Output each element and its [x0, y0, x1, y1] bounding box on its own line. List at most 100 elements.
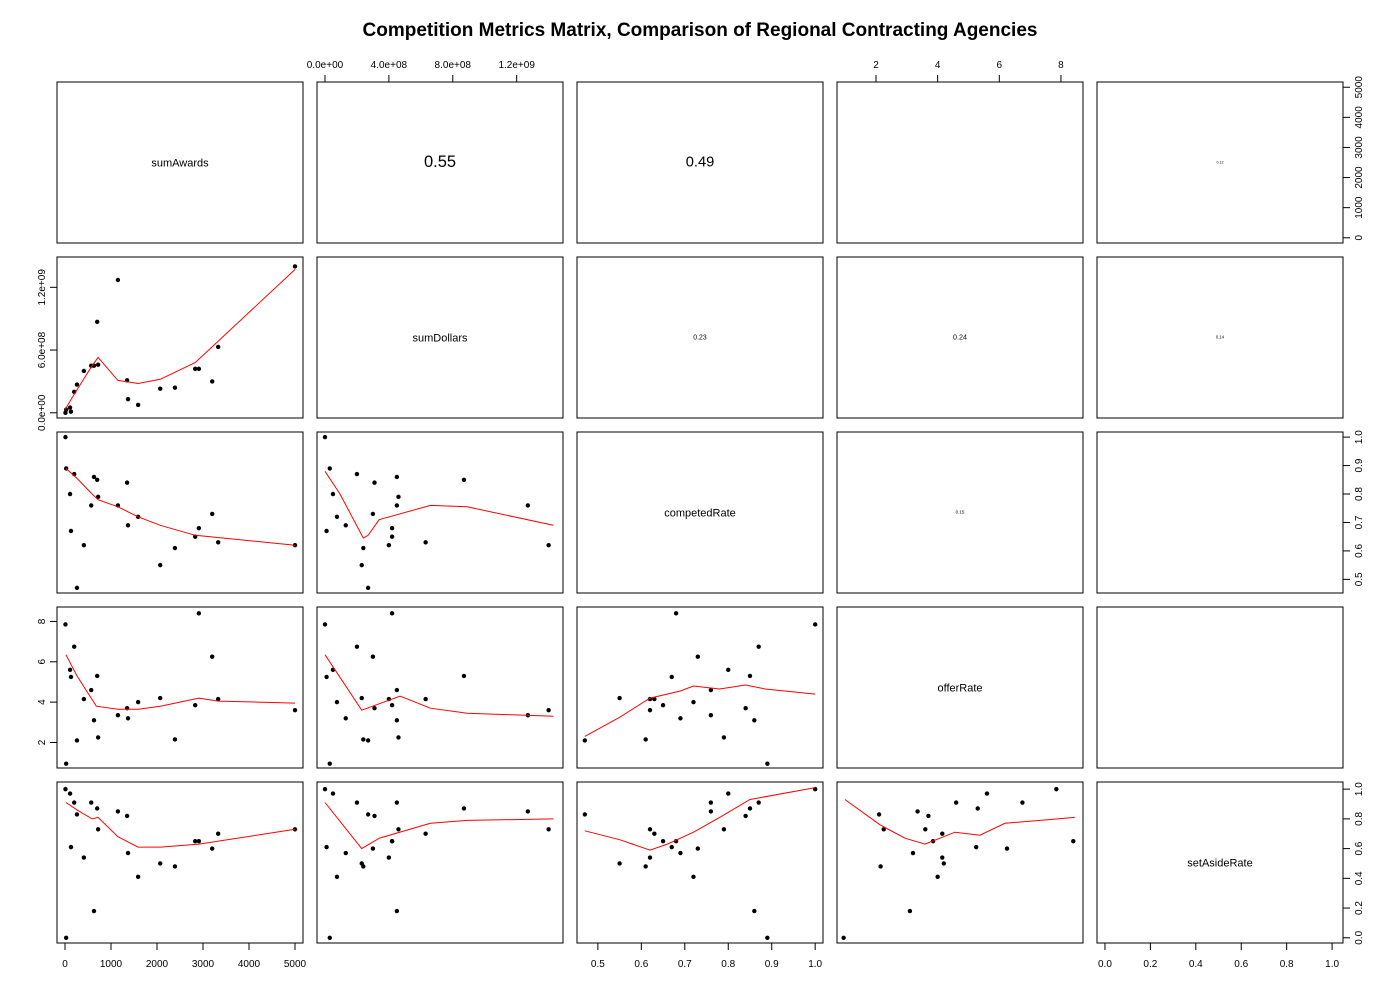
data-point — [196, 611, 202, 616]
data-point — [322, 786, 328, 792]
correlation-label: 0.55 — [424, 153, 456, 171]
data-point — [158, 386, 163, 391]
data-point — [726, 667, 731, 673]
data-point — [125, 850, 131, 856]
data-point — [756, 800, 761, 805]
variable-label: competedRate — [664, 508, 736, 520]
data-point — [935, 874, 940, 880]
data-point — [708, 687, 714, 693]
data-point — [95, 735, 101, 740]
data-point — [669, 844, 674, 850]
y-tick-label: 1.0 — [1354, 782, 1365, 796]
data-point — [359, 695, 364, 701]
data-point — [324, 674, 329, 680]
data-point — [617, 695, 622, 701]
y-tick-label: 2000 — [1354, 166, 1365, 189]
panel-frame — [56, 781, 304, 944]
data-point — [617, 861, 622, 866]
y-tick-label: 0.8 — [1354, 487, 1365, 501]
data-point — [461, 477, 467, 482]
data-point — [678, 850, 683, 856]
correlation-label: 0.14 — [1216, 335, 1225, 340]
correlation-label: 0.24 — [953, 332, 967, 341]
data-point — [215, 540, 221, 545]
x-tick-label: 3000 — [192, 959, 215, 970]
data-point — [135, 402, 141, 408]
data-point — [125, 396, 131, 402]
data-point — [95, 319, 100, 325]
data-point — [343, 850, 348, 856]
data-point — [923, 827, 928, 832]
data-point — [881, 827, 886, 832]
y-tick-label: 0 — [1354, 235, 1365, 241]
data-point — [747, 806, 753, 811]
data-point — [324, 528, 329, 534]
panel-frame — [836, 256, 1084, 419]
data-point — [63, 761, 69, 766]
x-tick-label: 6 — [997, 60, 1003, 71]
data-point — [91, 718, 97, 723]
data-point — [324, 844, 329, 850]
data-point — [365, 812, 371, 817]
data-point — [546, 707, 551, 713]
data-point — [841, 935, 846, 940]
data-point — [89, 800, 94, 805]
panel-frame — [56, 431, 304, 594]
data-point — [394, 800, 400, 805]
data-point — [647, 707, 653, 713]
x-tick-label: 2000 — [146, 959, 169, 970]
x-tick-label: 1000 — [100, 959, 123, 970]
data-point — [926, 813, 931, 819]
data-point — [74, 812, 80, 817]
data-point — [192, 366, 198, 372]
data-point — [81, 368, 87, 374]
data-point — [330, 491, 336, 497]
panel-frame — [576, 606, 824, 769]
data-point — [95, 827, 101, 832]
data-point — [63, 935, 69, 940]
data-point — [461, 806, 467, 811]
data-point — [209, 379, 215, 384]
panel-frame — [316, 781, 564, 944]
data-point — [365, 738, 371, 743]
smooth-line — [64, 269, 296, 410]
data-point — [361, 737, 366, 742]
data-point — [389, 611, 395, 616]
data-point — [721, 827, 727, 832]
data-point — [973, 844, 979, 850]
data-point — [647, 855, 653, 860]
x-tick-label: 1.2e+09 — [498, 60, 535, 71]
smooth-line — [584, 787, 816, 851]
data-point — [115, 713, 121, 718]
data-point — [115, 809, 121, 814]
data-point — [747, 673, 753, 679]
y-tick-label: 0.8 — [1354, 811, 1365, 825]
x-tick-label: 8.0e+08 — [435, 60, 472, 71]
y-tick-label: 0.2 — [1354, 901, 1365, 915]
data-point — [63, 434, 68, 440]
x-tick-label: 0.5 — [591, 959, 605, 970]
data-point — [115, 277, 121, 283]
panel-frame — [576, 81, 824, 244]
data-point — [389, 534, 395, 539]
x-tick-label: 8 — [1058, 60, 1064, 71]
data-point — [691, 699, 696, 705]
data-point — [389, 838, 395, 844]
y-tick-label: 6.0e+08 — [37, 331, 48, 368]
smooth-line — [324, 802, 554, 850]
data-point — [389, 525, 395, 531]
variable-label: sumDollars — [412, 333, 468, 345]
data-point — [330, 791, 336, 796]
data-point — [91, 908, 97, 914]
correlation-label: 0.15 — [956, 510, 965, 515]
data-point — [461, 673, 467, 679]
panel-frame — [316, 606, 564, 769]
data-point — [95, 806, 100, 811]
data-point — [158, 695, 163, 701]
data-point — [678, 716, 683, 721]
panel-marks — [322, 611, 554, 766]
x-tick-label: 4 — [935, 60, 941, 71]
x-tick-label: 0.2 — [1143, 959, 1157, 970]
